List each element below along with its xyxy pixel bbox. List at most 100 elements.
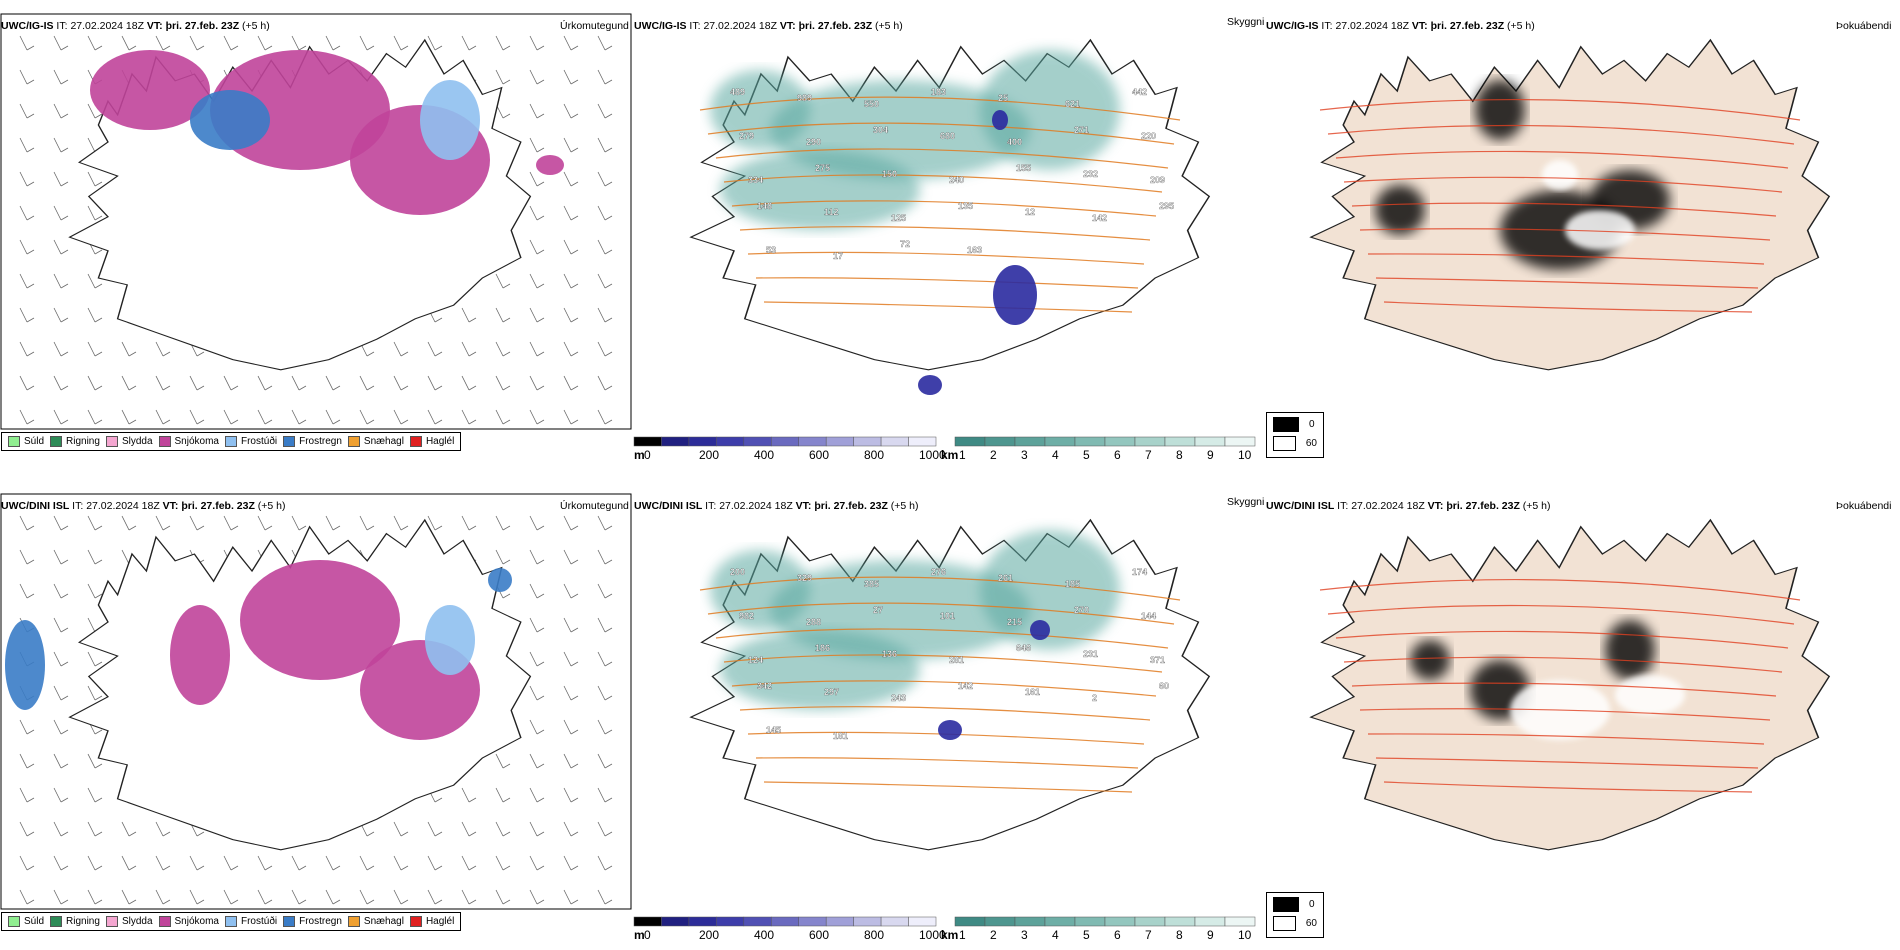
precip-area (420, 80, 480, 160)
svg-text:m: m (634, 928, 645, 942)
cloud-base-area (1030, 620, 1050, 640)
legend-item: Frostregn (283, 436, 342, 447)
cloud-base-label: 621 (1065, 99, 1080, 109)
row1-fog-title: Þokuábendi (1836, 20, 1892, 32)
vis-scale-tick: 10 (1238, 928, 1252, 942)
precip-frame (0, 493, 632, 910)
cloud-base-label: 183 (931, 87, 946, 97)
precip-area (536, 155, 564, 175)
cloud-base-label: 142 (958, 681, 973, 691)
fog-swatch-black (1273, 897, 1299, 912)
cloud-base-label: 60 (1159, 681, 1169, 691)
cloud-base-label: 215 (1007, 617, 1022, 627)
cloud-base-label: 142 (1092, 213, 1107, 223)
cloud-base-label: 334 (748, 175, 763, 185)
fog-indicator-layer (1311, 40, 1829, 370)
legend-item: Snæhagl (347, 436, 404, 447)
row1-precip-title: Úrkomutegund (560, 20, 629, 32)
cloud-base-label: 17 (833, 251, 843, 261)
legend-swatch (347, 436, 360, 447)
cloud-base-label: 155 (1016, 163, 1031, 173)
precip-area (170, 605, 230, 705)
fog-swatch-white (1273, 916, 1296, 931)
legend-item: Rigning (50, 916, 100, 927)
cloud-base-label: 53 (766, 245, 776, 255)
cloud-base-label: 271 (1074, 125, 1089, 135)
fog-indicator-layer (1311, 520, 1829, 850)
row1-right-header: UWC/IG-IS IT: 27.02.2024 18Z VT: þri. 27… (1266, 20, 1535, 32)
cloud-scale-tick: 200 (699, 928, 719, 942)
vis-scale-tick: 7 (1145, 448, 1152, 462)
legend-swatch (50, 436, 63, 447)
legend-swatch (409, 436, 422, 447)
cloud-base-label: 342 (757, 681, 772, 691)
cloud-scale-tick: 0 (644, 928, 651, 942)
vis-scale-tick: 5 (1083, 928, 1090, 942)
vis-scale-tick: 1 (959, 448, 966, 462)
cloud-scale-tick: 800 (864, 928, 884, 942)
cloud-base-label: 125 (891, 213, 906, 223)
visibility-colorbar: km 1 2 3 4 5 6 7 8 9 10 (941, 916, 1256, 942)
vis-scale-tick: 10 (1238, 448, 1252, 462)
cloud-base-label: 290 (806, 137, 821, 147)
fog-swatch-white (1273, 436, 1296, 451)
vis-scale-tick: 3 (1021, 928, 1028, 942)
legend-swatch (8, 436, 20, 447)
cloud-base-area (993, 265, 1037, 325)
row2-fog-title: Þokuábendi (1836, 500, 1892, 512)
legend-swatch (8, 916, 20, 927)
cloud-base-colorbar: m 0 200 400 600 800 1000 (633, 436, 946, 462)
legend-swatch (105, 916, 118, 927)
cloud-base-label: 400 (1007, 137, 1022, 147)
cloud-base-label: 371 (1150, 655, 1165, 665)
precip-area (90, 50, 210, 130)
legend-swatch (50, 916, 63, 927)
precip-legend-row1: Súld Rigning Slydda Snjókoma Frostúði Frostre… (1, 432, 462, 451)
cloud-base-label: 112 (824, 207, 839, 217)
precip-area (240, 560, 400, 680)
row1-mid-header: UWC/IG-IS IT: 27.02.2024 18Z VT: þri. 27… (634, 20, 903, 32)
legend-swatch (409, 916, 422, 927)
cloud-base-label: 240 (949, 175, 964, 185)
cloud-scale-tick: 600 (809, 928, 829, 942)
vis-scale-tick: 3 (1021, 448, 1028, 462)
cloud-scale-tick: 600 (809, 448, 829, 462)
legend-item: Súld (8, 916, 44, 927)
row2-right-header: UWC/DINI ISL IT: 27.02.2024 18Z VT: þri.… (1266, 500, 1551, 512)
precip-area (425, 605, 475, 675)
legend-item: Rigning (50, 436, 100, 447)
roads (699, 576, 1181, 793)
fog-swatch-black (1273, 417, 1299, 432)
legend-item: Frostúði (224, 916, 277, 927)
vis-scale-tick: 4 (1052, 448, 1059, 462)
cloud-base-area (992, 110, 1008, 130)
cloud-base-label: 124 (748, 655, 763, 665)
precip-area (190, 90, 270, 150)
vis-scale-tick: 2 (990, 928, 997, 942)
cloud-base-label: 209 (1150, 175, 1165, 185)
cloud-base-label: 25 (998, 93, 1008, 103)
fog-legend-row1: 0 60 (1266, 412, 1324, 458)
legend-item: Snæhagl (347, 916, 404, 927)
legend-swatch (158, 436, 171, 447)
vis-scale-tick: 9 (1207, 448, 1214, 462)
legend-item: Slydda (105, 916, 153, 927)
cloud-base-label: 281 (949, 655, 964, 665)
cloud-scale-tick: 1000 (919, 928, 946, 942)
cloud-base-label: 144 (1141, 611, 1156, 621)
cloud-scale-tick: 400 (754, 448, 774, 462)
cloud-base-label: 232 (1083, 169, 1098, 179)
visibility-layer (691, 40, 1209, 370)
row2-left-header: UWC/DINI ISL IT: 27.02.2024 18Z VT: þri.… (1, 500, 286, 512)
cloud-base-label: 261 (998, 573, 1013, 583)
cloud-base-label: 186 (815, 643, 830, 653)
cloud-base-label: 295 (1159, 201, 1174, 211)
cloud-base-label: 163 (967, 245, 982, 255)
cloud-base-label: 646 (1016, 643, 1031, 653)
visibility-layer (691, 520, 1209, 850)
cloud-base-label: 489 (730, 87, 745, 97)
vis-scale-tick: 6 (1114, 448, 1121, 462)
cloud-base-label: 161 (1025, 687, 1040, 697)
cloud-scale-tick: 1000 (919, 448, 946, 462)
legend-item: Slydda (105, 436, 153, 447)
